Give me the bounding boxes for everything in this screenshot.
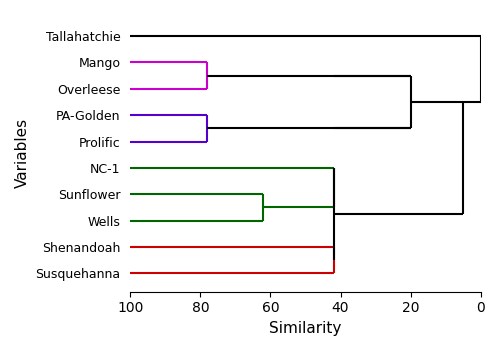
Y-axis label: Variables: Variables (15, 118, 30, 188)
X-axis label: Similarity: Similarity (270, 321, 342, 336)
